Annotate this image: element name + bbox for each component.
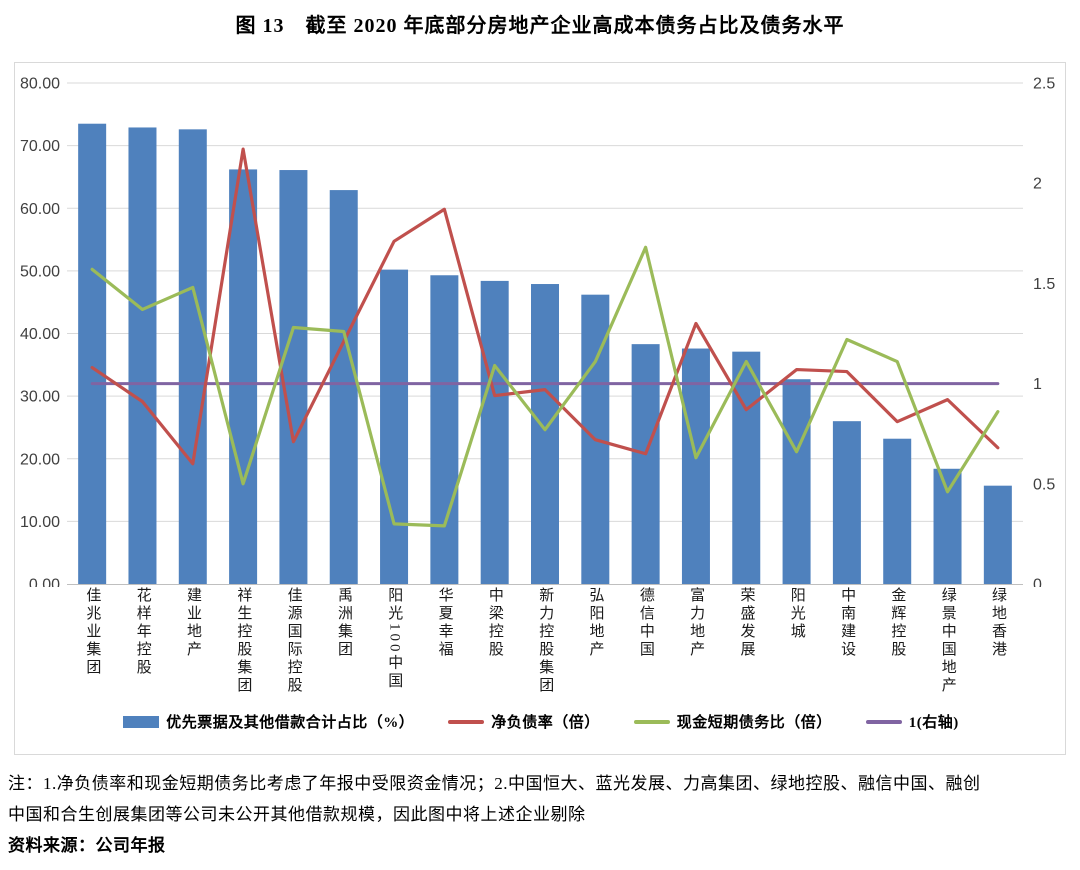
x-label-cell: 禹洲集团 <box>319 587 369 709</box>
left-axis-tick: 70.00 <box>20 138 60 155</box>
line-series-2 <box>90 245 1000 528</box>
plot-canvas: 80.0070.0060.0050.0040.0030.0020.0010.00… <box>20 76 1055 588</box>
bar <box>128 127 157 585</box>
bar <box>480 280 509 584</box>
x-axis-label: 阳光城 <box>788 587 805 641</box>
bar <box>933 468 962 584</box>
footnotes: 注：1.净负债率和现金短期债务比考虑了年报中受限资金情况；2.中国恒大、蓝光发展… <box>8 768 1074 861</box>
line-series-1 <box>90 147 1000 466</box>
x-label-cell: 阳光城 <box>771 587 821 709</box>
chart-title: 图 13 截至 2020 年底部分房地产企业高成本债务占比及债务水平 <box>235 15 845 37</box>
bar <box>329 190 358 584</box>
x-axis-label: 中南建设 <box>839 587 856 659</box>
x-label-cell: 花样年控股 <box>117 587 167 709</box>
x-axis-label: 金辉控股 <box>889 587 906 659</box>
left-axis-tick: 50.00 <box>20 263 60 280</box>
bar <box>732 351 761 584</box>
bar <box>380 269 409 584</box>
legend-swatch-bar-blue <box>123 715 160 728</box>
legend-swatch-line-purple <box>865 719 902 724</box>
bar <box>279 170 308 584</box>
legend-swatch-line-green <box>633 719 670 724</box>
bar <box>631 344 660 584</box>
x-label-cell: 祥生控股集团 <box>218 587 268 709</box>
x-label-cell: 中梁控股 <box>470 587 520 709</box>
x-label-cell: 弘阳地产 <box>570 587 620 709</box>
x-axis-label: 绿景中国地产 <box>939 587 956 695</box>
note-line-1: 注：1.净负债率和现金短期债务比考虑了年报中受限资金情况；2.中国恒大、蓝光发展… <box>8 774 981 793</box>
bar <box>178 129 207 584</box>
bar <box>430 275 459 584</box>
x-axis-label: 德信中国 <box>637 587 654 659</box>
x-axis-label: 荣盛发展 <box>738 587 755 659</box>
x-axis-label: 花样年控股 <box>134 587 151 677</box>
right-axis-tick: 2 <box>1033 176 1042 193</box>
right-axis-tick: 0 <box>1033 577 1042 588</box>
legend-item-one-right-axis: 1(右轴) <box>865 711 959 732</box>
x-axis-label: 禹洲集团 <box>335 587 352 659</box>
right-axis-tick: 1.5 <box>1033 276 1055 293</box>
legend-swatch-line-red <box>448 719 485 724</box>
x-label-cell: 德信中国 <box>620 587 670 709</box>
x-axis-label: 新力控股集团 <box>537 587 554 695</box>
x-label-cell: 金辉控股 <box>872 587 922 709</box>
x-label-cell: 建业地产 <box>168 587 218 709</box>
legend-label-bond-share: 优先票据及其他借款合计占比（%） <box>166 715 415 731</box>
x-label-cell: 绿地香港 <box>973 587 1023 709</box>
legend-label-one-right-axis: 1(右轴) <box>908 715 959 731</box>
x-axis-label: 祥生控股集团 <box>235 587 252 695</box>
left-axis-tick: 60.00 <box>20 201 60 218</box>
note-source: 资料来源：公司年报 <box>8 836 166 855</box>
x-axis-label: 中梁控股 <box>486 587 503 659</box>
x-axis-label: 建业地产 <box>185 587 202 659</box>
legend-item-net-debt-ratio: 净负债率（倍） <box>448 711 600 732</box>
x-label-cell: 佳兆业集团 <box>67 587 117 709</box>
chart-area: 80.00 70.00 60.00 50.00 40.00 30.00 20.00 10.00… <box>14 62 1066 755</box>
left-axis-tick: 10.00 <box>20 514 60 531</box>
bar <box>983 485 1012 584</box>
bar <box>229 169 258 585</box>
legend-item-bond-share: 优先票据及其他借款合计占比（%） <box>123 711 414 732</box>
x-label-cell: 佳源国际控股 <box>268 587 318 709</box>
bar <box>78 123 107 585</box>
left-axis-tick: 30.00 <box>20 389 60 406</box>
left-axis-tick: 40.00 <box>20 326 60 343</box>
x-axis-label: 弘阳地产 <box>587 587 604 659</box>
bar <box>883 438 912 584</box>
right-axis-tick: 0.5 <box>1033 476 1055 493</box>
bar <box>782 379 811 584</box>
legend: 优先票据及其他借款合计占比（%） 净负债率（倍） 现金短期债务比（倍） 1(右轴… <box>15 711 1067 732</box>
x-axis-label: 佳兆业集团 <box>84 587 101 677</box>
x-label-cell: 华夏幸福 <box>419 587 469 709</box>
left-axis-tick: 0.00 <box>29 577 60 588</box>
right-axis-tick: 2.5 <box>1033 76 1055 93</box>
left-axis-tick: 80.00 <box>20 76 60 93</box>
legend-label-cash-short-debt: 现金短期债务比（倍） <box>676 715 832 731</box>
x-label-cell: 荣盛发展 <box>721 587 771 709</box>
x-axis-label: 华夏幸福 <box>436 587 453 659</box>
bar <box>531 284 559 584</box>
x-axis-label: 佳源国际控股 <box>285 587 302 695</box>
legend-item-cash-short-debt: 现金短期债务比（倍） <box>633 711 832 732</box>
bar <box>832 421 861 584</box>
x-label-cell: 新力控股集团 <box>520 587 570 709</box>
left-axis-tick: 20.00 <box>20 451 60 468</box>
x-label-cell: 阳光100中国 <box>369 587 419 709</box>
right-axis-tick: 1 <box>1033 376 1042 393</box>
x-label-cell: 富力地产 <box>671 587 721 709</box>
x-axis-label: 绿地香港 <box>990 587 1007 659</box>
bar <box>681 348 710 584</box>
note-line-2: 中国和合生创展集团等公司未公开其他借款规模，因此图中将上述企业剔除 <box>8 805 586 824</box>
x-label-cell: 中南建设 <box>822 587 872 709</box>
legend-label-net-debt-ratio: 净负债率（倍） <box>491 715 600 731</box>
x-axis-labels: 佳兆业集团 花样年控股 建业地产 祥生控股集团 佳源国际控股 禹洲集团 阳光100中国 华夏幸… <box>67 587 1023 709</box>
x-axis-label: 阳光100中国 <box>386 587 403 691</box>
x-axis-label: 富力地产 <box>688 587 705 659</box>
x-label-cell: 绿景中国地产 <box>922 587 972 709</box>
